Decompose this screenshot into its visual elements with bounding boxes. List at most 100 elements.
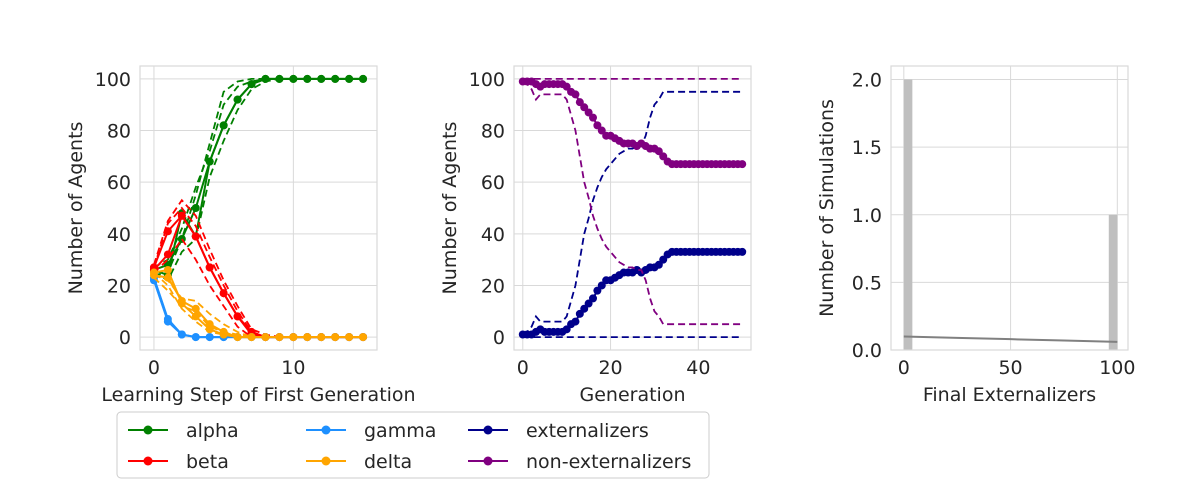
series-point-delta xyxy=(191,312,200,321)
legend-label-gamma: gamma xyxy=(364,420,436,442)
series-point-delta xyxy=(317,333,326,342)
legend-marker-gamma xyxy=(321,425,331,435)
series-point-delta xyxy=(261,333,270,342)
chart-final-externalizers: 0 50 100 0.0 0.5 1.0 1.5 2.0 Final Externalizers… xyxy=(816,65,1135,406)
series-band-beta xyxy=(153,198,364,338)
series-point-non-externalizers xyxy=(571,90,580,99)
y-tick-label: 20 xyxy=(107,275,131,297)
series-point-alpha xyxy=(317,74,326,83)
series-point-alpha xyxy=(303,74,312,83)
series-point-alpha xyxy=(275,74,284,83)
series-point-delta xyxy=(247,333,256,342)
legend-label-delta: delta xyxy=(364,451,412,473)
x-tick-label: 100 xyxy=(1099,357,1135,379)
series-line-alpha xyxy=(153,77,364,271)
legend-marker-externalizers xyxy=(483,425,493,435)
y-tick-label: 100 xyxy=(469,69,505,91)
histogram-bar xyxy=(1108,214,1118,350)
x-axis-label: Final Externalizers xyxy=(923,384,1096,406)
y-tick-label: 0 xyxy=(493,327,505,349)
y-axis-label: Number of Simulations xyxy=(816,99,838,317)
series-point-externalizers xyxy=(571,317,580,326)
series-point-delta xyxy=(345,333,354,342)
legend: alpha beta gamma delta externalizers non-exte… xyxy=(116,411,710,479)
y-tick-label: 1.0 xyxy=(852,205,882,227)
y-tick-label: 0.0 xyxy=(852,340,882,362)
series-point-delta xyxy=(177,296,186,305)
series-point-gamma xyxy=(163,317,172,326)
series-point-alpha xyxy=(289,74,298,83)
series-point-delta xyxy=(163,273,172,282)
x-tick-label: 10 xyxy=(281,357,305,379)
series-point-gamma xyxy=(177,330,186,339)
histogram-bar xyxy=(903,79,913,351)
density-line xyxy=(903,335,1118,343)
series-point-delta xyxy=(359,333,368,342)
series-point-delta xyxy=(289,333,298,342)
y-tick-label: 0.5 xyxy=(852,272,882,294)
series-point-beta xyxy=(205,263,214,272)
series-line-gamma xyxy=(152,279,364,339)
x-axis-label: Learning Step of First Generation xyxy=(101,384,415,406)
series-band-alpha xyxy=(153,78,364,282)
series-point-alpha xyxy=(359,74,368,83)
series-point-beta xyxy=(191,232,200,241)
series-point-gamma xyxy=(191,333,200,342)
series-point-beta xyxy=(163,227,172,236)
series-line-delta xyxy=(153,274,364,339)
series-point-alpha xyxy=(345,74,354,83)
legend-label-beta: beta xyxy=(186,451,229,473)
legend-marker-beta xyxy=(143,456,153,466)
legend-marker-non_externalizers xyxy=(483,456,493,466)
series-point-delta xyxy=(163,265,172,274)
y-tick-label: 80 xyxy=(481,121,505,143)
x-tick-label: 0 xyxy=(148,357,160,379)
legend-label-alpha: alpha xyxy=(186,420,239,442)
y-tick-label: 40 xyxy=(481,224,505,246)
series-point-beta xyxy=(163,250,172,259)
series-point-beta xyxy=(219,289,228,298)
series-band-externalizers xyxy=(522,90,743,336)
y-tick-label: 60 xyxy=(107,172,131,194)
legend-marker-delta xyxy=(321,456,331,466)
series-point-alpha xyxy=(331,74,340,83)
legend-marker-alpha xyxy=(143,425,153,435)
series-point-delta xyxy=(219,327,228,336)
y-tick-label: 40 xyxy=(107,224,131,246)
x-axis-label: Generation xyxy=(580,384,686,406)
legend-label-externalizers: externalizers xyxy=(526,420,649,442)
series-point-beta xyxy=(177,211,186,220)
chart-generation: 0 20 40 0 20 40 60 80 100 Generation Number of Age… xyxy=(439,65,752,406)
y-tick-label: 20 xyxy=(481,275,505,297)
y-tick-label: 60 xyxy=(481,172,505,194)
series-band-non-externalizers xyxy=(522,80,743,326)
series-band-beta xyxy=(153,206,364,338)
series-band-beta xyxy=(153,237,364,338)
x-tick-label: 0 xyxy=(898,357,910,379)
x-tick-label: 20 xyxy=(598,357,622,379)
series-point-alpha xyxy=(233,95,242,104)
series-point-externalizers xyxy=(738,247,747,256)
y-tick-label: 80 xyxy=(107,121,131,143)
series-point-non-externalizers xyxy=(589,113,597,122)
series-point-beta xyxy=(233,312,242,321)
x-tick-label: 50 xyxy=(998,357,1022,379)
series-line-alpha xyxy=(153,77,364,277)
series-point-alpha xyxy=(219,121,228,130)
y-tick-label: 100 xyxy=(95,69,131,91)
series-point-alpha xyxy=(191,204,200,212)
y-axis-label: Number of Agents xyxy=(65,122,87,295)
y-tick-label: 0 xyxy=(119,327,131,349)
series-point-delta xyxy=(275,333,284,342)
plot-frame xyxy=(139,65,378,351)
series-band-alpha xyxy=(153,78,364,277)
y-tick-label: 2.0 xyxy=(852,70,882,92)
series-point-delta xyxy=(149,271,158,280)
series-point-delta xyxy=(205,320,214,329)
x-tick-label: 40 xyxy=(686,357,710,379)
series-point-gamma xyxy=(205,333,214,342)
series-point-delta xyxy=(331,333,340,342)
y-tick-label: 1.5 xyxy=(852,137,882,159)
